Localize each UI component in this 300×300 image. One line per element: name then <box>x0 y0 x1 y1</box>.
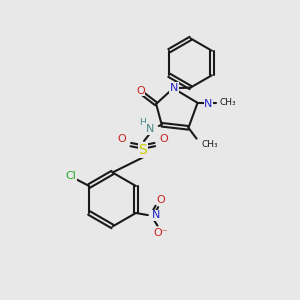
Text: S: S <box>139 143 147 157</box>
Text: N: N <box>146 124 154 134</box>
Text: O: O <box>159 134 168 144</box>
Text: N: N <box>204 99 212 109</box>
Text: CH₃: CH₃ <box>220 98 236 107</box>
Text: O: O <box>136 86 145 96</box>
Text: N: N <box>152 210 160 220</box>
Text: O⁻: O⁻ <box>153 228 168 238</box>
Text: O: O <box>118 134 127 144</box>
Text: Cl: Cl <box>65 171 76 182</box>
Text: N: N <box>170 82 178 93</box>
Text: CH₃: CH₃ <box>202 140 219 149</box>
Text: O: O <box>156 195 165 205</box>
Text: H: H <box>140 118 146 127</box>
